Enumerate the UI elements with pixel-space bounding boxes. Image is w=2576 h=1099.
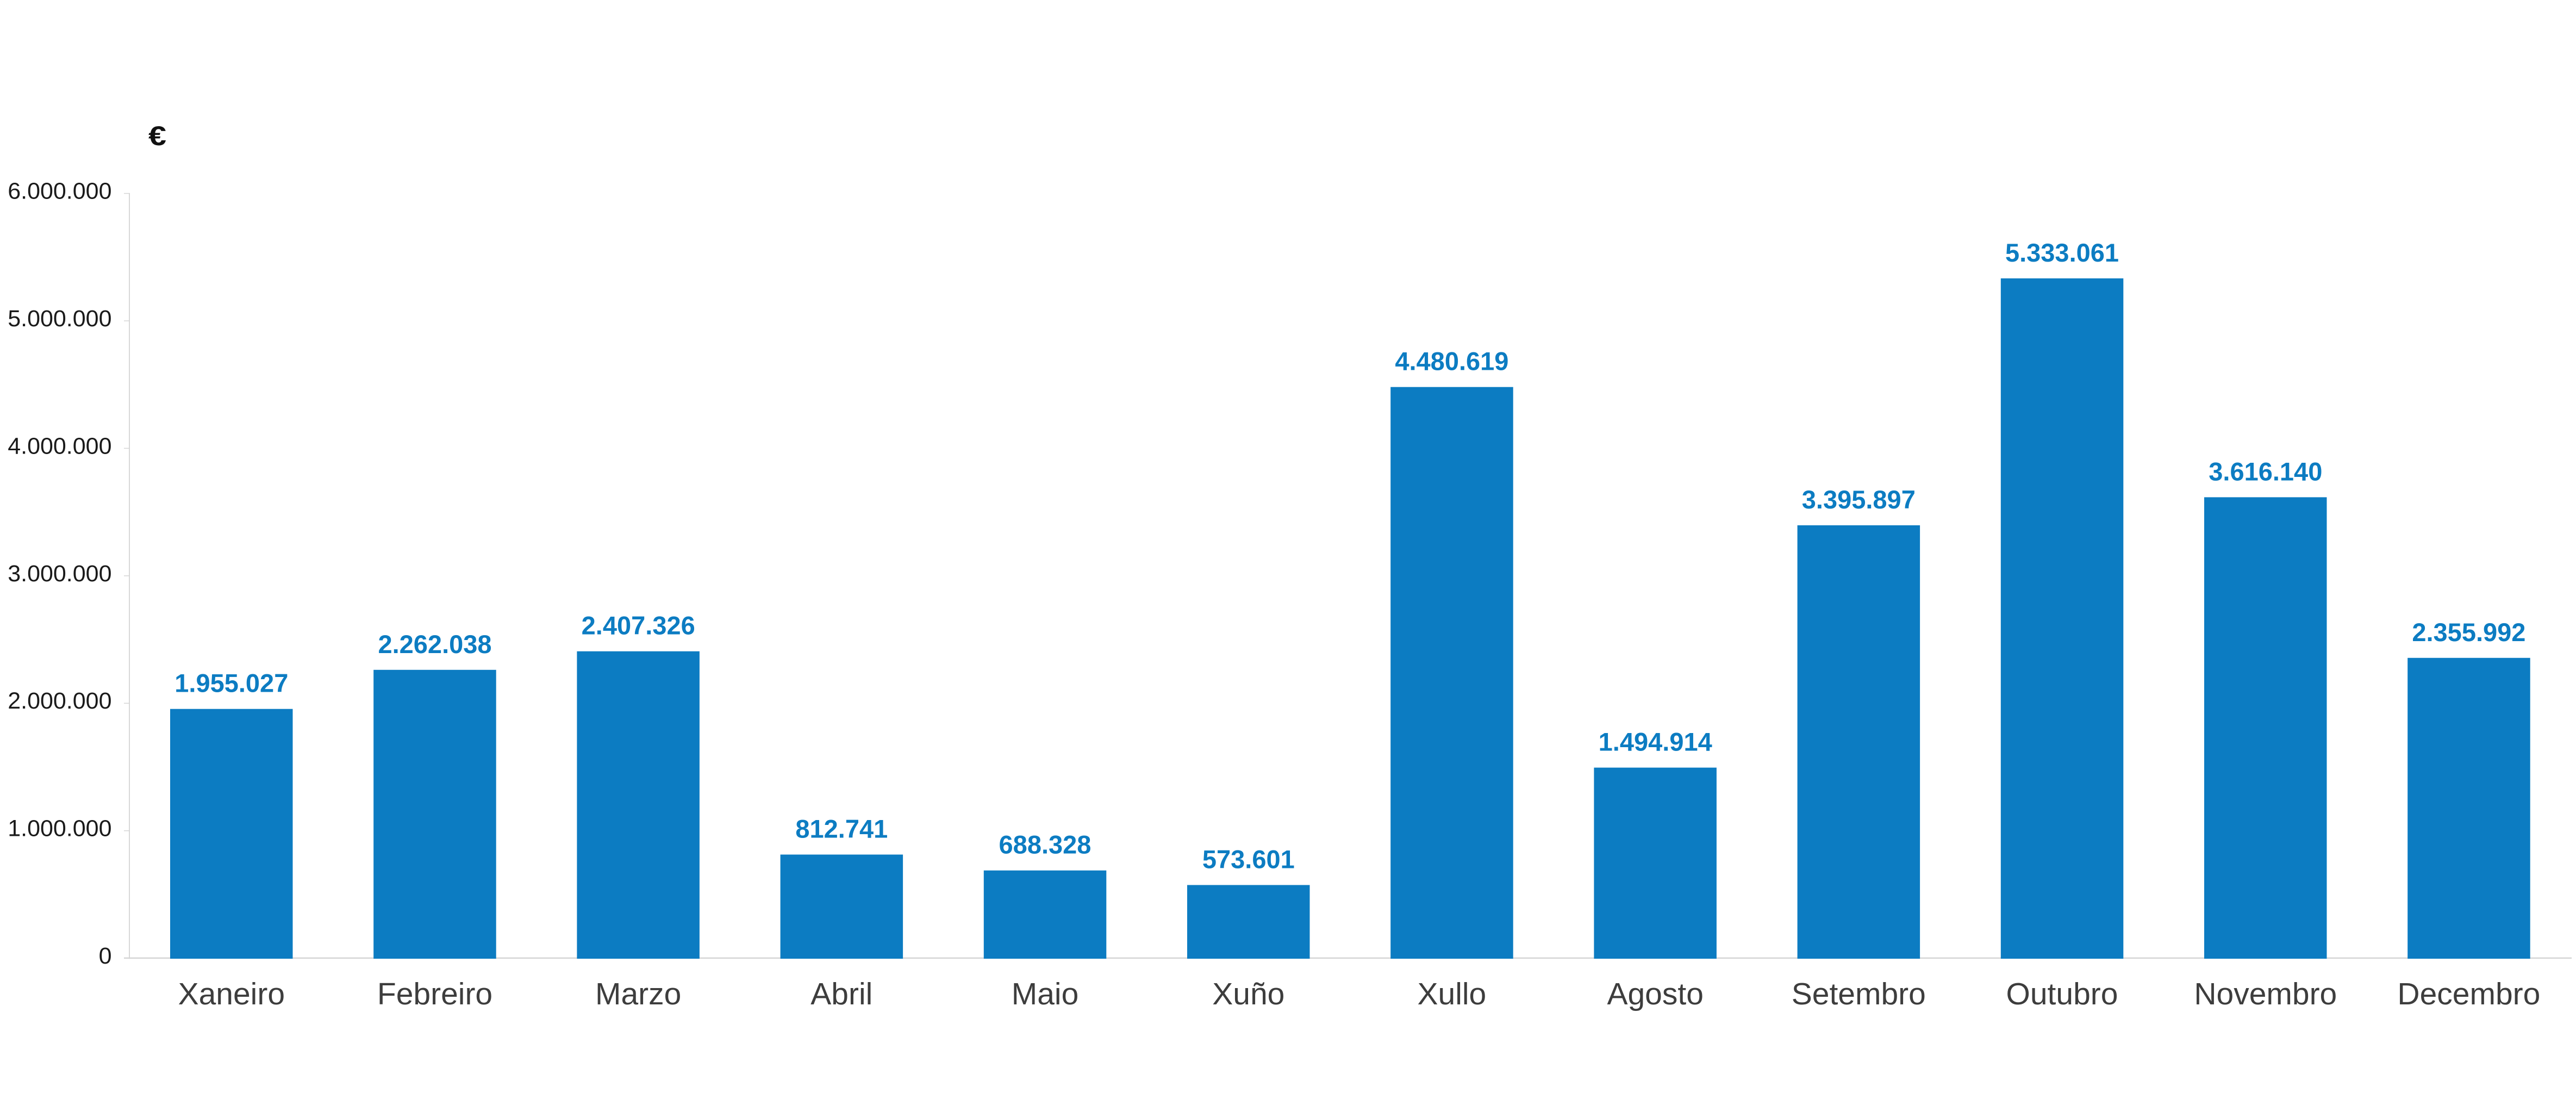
svg-text:1.000.000: 1.000.000 <box>8 816 111 842</box>
svg-text:€: € <box>148 121 166 151</box>
svg-text:Abril: Abril <box>810 977 872 1011</box>
svg-text:5.333.061: 5.333.061 <box>2005 238 2119 267</box>
svg-text:Maio: Maio <box>1012 977 1079 1011</box>
svg-text:3.000.000: 3.000.000 <box>8 561 111 587</box>
svg-text:Outubro: Outubro <box>2006 977 2118 1011</box>
svg-text:Agosto: Agosto <box>1607 977 1703 1011</box>
svg-text:688.328: 688.328 <box>999 830 1091 859</box>
svg-text:Setembro: Setembro <box>1792 977 1926 1011</box>
svg-text:Marzo: Marzo <box>595 977 681 1011</box>
svg-text:Febreiro: Febreiro <box>377 977 492 1011</box>
svg-text:3.616.140: 3.616.140 <box>2209 457 2322 486</box>
svg-text:573.601: 573.601 <box>1202 845 1295 874</box>
svg-text:Xuño: Xuño <box>1212 977 1284 1011</box>
svg-text:2.355.992: 2.355.992 <box>2412 618 2525 647</box>
svg-text:1.494.914: 1.494.914 <box>1599 728 1712 756</box>
svg-text:4.000.000: 4.000.000 <box>8 433 111 459</box>
svg-text:2.407.326: 2.407.326 <box>582 611 695 640</box>
svg-text:Decembro: Decembro <box>2397 977 2540 1011</box>
svg-text:Novembro: Novembro <box>2194 977 2337 1011</box>
svg-text:812.741: 812.741 <box>795 815 888 843</box>
svg-text:3.395.897: 3.395.897 <box>1802 485 1916 514</box>
svg-text:2.000.000: 2.000.000 <box>8 688 111 714</box>
svg-text:0: 0 <box>99 943 112 969</box>
svg-text:1.955.027: 1.955.027 <box>174 669 288 698</box>
svg-text:4.480.619: 4.480.619 <box>1395 347 1508 376</box>
svg-text:5.000.000: 5.000.000 <box>8 306 111 332</box>
svg-text:6.000.000: 6.000.000 <box>8 178 111 204</box>
svg-text:Xullo: Xullo <box>1418 977 1487 1011</box>
svg-text:Xaneiro: Xaneiro <box>178 977 285 1011</box>
svg-text:2.262.038: 2.262.038 <box>378 630 491 659</box>
